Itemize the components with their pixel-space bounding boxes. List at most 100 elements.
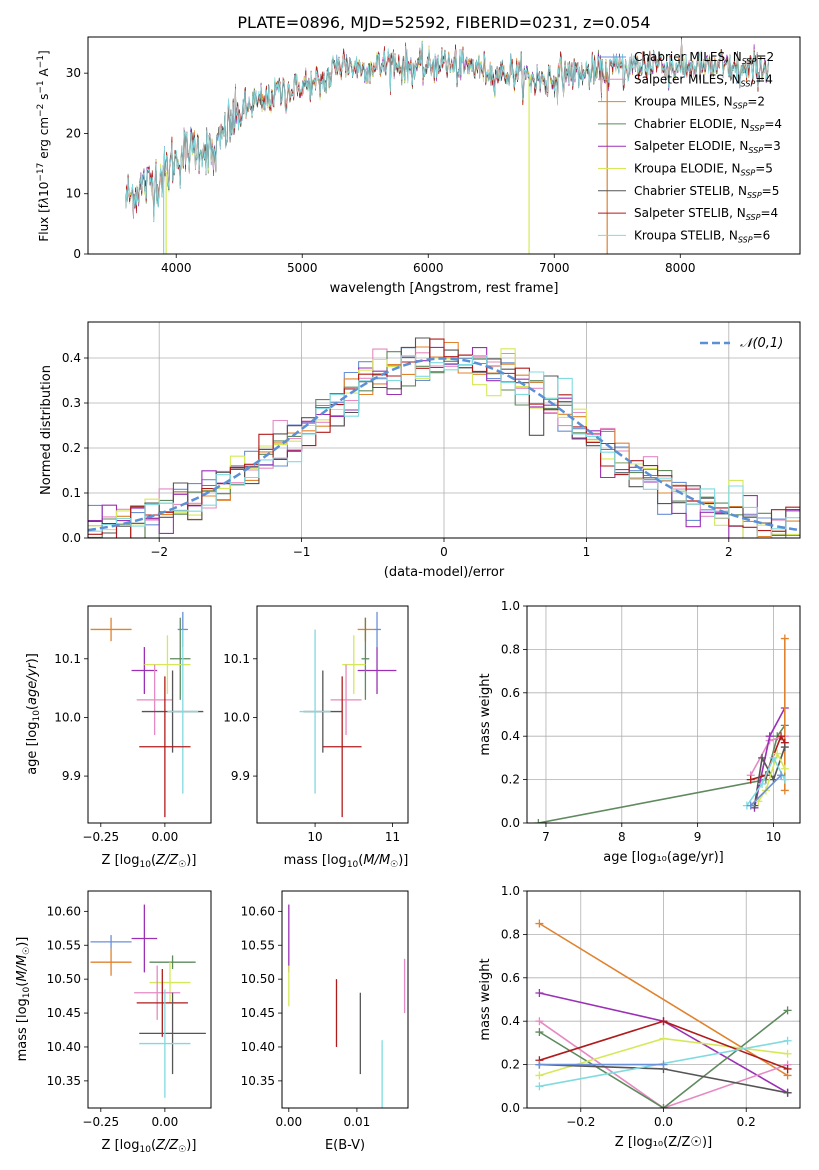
y-tick-label: 10.45 xyxy=(241,1006,275,1020)
x-tick-label: −0.25 xyxy=(82,1115,119,1129)
legend-label-salpeter-miles: Salpeter MILES, NSSP=4 xyxy=(634,72,773,88)
marker-chabrier-stelib xyxy=(783,1088,792,1097)
legend: 𝒩(0,1) xyxy=(700,336,783,351)
y-tick-label: 10.0 xyxy=(54,710,81,724)
marker-chabrier-elodie xyxy=(535,1028,544,1037)
figure-title: PLATE=0896, MJD=52592, FIBERID=0231, z=0… xyxy=(237,13,650,32)
x-tick-label: 0.2 xyxy=(737,1115,756,1129)
x-tick-label: 1 xyxy=(583,545,591,559)
y-tick-label: 10.0 xyxy=(223,710,250,724)
plot-area xyxy=(288,904,406,1108)
x-tick-label: 10 xyxy=(766,830,781,844)
axes-mass-vs-ebv: 0.00 0.01 10.35 10.40 10.45 10.50 10.55 10.60 E(… xyxy=(241,890,409,1153)
marker-salpeter-miles xyxy=(535,1017,544,1026)
marker-kroupa-stelib xyxy=(769,753,778,762)
y-tick-label: 0.2 xyxy=(501,1058,520,1072)
plot-frame xyxy=(526,890,801,1109)
y-tick-label: 10.1 xyxy=(54,652,81,666)
y-tick-label: 0.3 xyxy=(62,396,81,410)
x-tick-label: 5000 xyxy=(287,261,318,275)
marker-kroupa-elodie xyxy=(659,1034,668,1043)
x-tick-label: −0.25 xyxy=(82,830,119,844)
marker-kroupa-stelib xyxy=(535,1082,544,1091)
y-tick-label: 10.1 xyxy=(223,652,250,666)
plot-frame xyxy=(256,605,409,824)
marker-salpeter-stelib xyxy=(659,1017,668,1026)
series-line-salpeter-miles xyxy=(538,1020,788,1108)
x-tick-label: 10 xyxy=(307,830,322,844)
y-tick-label: 0.6 xyxy=(501,686,520,700)
axes-age-vs-Z: −0.25 0.00 9.9 10.0 10.1 Z [log10(Z/Z☉)] age [… xyxy=(25,605,212,870)
marker-kroupa-stelib xyxy=(783,1036,792,1045)
y-tick-label: 10.55 xyxy=(47,938,81,952)
legend-label-kroupa-stelib: Kroupa STELIB, NSSP=6 xyxy=(634,228,770,244)
x-tick-label: 0.00 xyxy=(275,1115,302,1129)
plot-area xyxy=(88,337,800,538)
y-tick-label: 0.4 xyxy=(501,729,520,743)
y-tick-label: 0.4 xyxy=(62,351,81,365)
series-line-chabrier-elodie xyxy=(538,1009,789,1108)
x-axis-label: Z [log10(Z/Z☉)] xyxy=(102,853,197,870)
legend-label-kroupa-miles: Kroupa MILES, NSSP=2 xyxy=(634,95,765,111)
marker-chabrier-miles xyxy=(535,1060,544,1069)
y-tick-label: 10 xyxy=(66,187,81,201)
x-tick-label: 0.00 xyxy=(152,830,179,844)
y-tick-label: 0.0 xyxy=(62,531,81,545)
x-tick-label: 0.01 xyxy=(344,1115,371,1129)
plot-frame xyxy=(281,890,409,1109)
marker-chabrier-elodie xyxy=(659,1104,668,1108)
x-tick-label: −1 xyxy=(293,545,311,559)
y-tick-label: 0.4 xyxy=(501,1014,520,1028)
x-axis-label: wavelength [Angstrom, rest frame] xyxy=(330,281,559,296)
marker-chabrier-stelib xyxy=(758,753,767,762)
axes-weight-vs-Z: −0.2 0.0 0.2 0.0 0.2 0.4 0.6 0.8 1.0 Z [log₁₀(Z/Z… xyxy=(478,884,801,1150)
y-axis-label: age [log10(age/yr)] xyxy=(25,653,42,775)
y-tick-label: 10.50 xyxy=(47,972,81,986)
marker-salpeter-stelib xyxy=(777,732,786,741)
y-tick-label: 0.6 xyxy=(501,971,520,985)
marker-kroupa-stelib xyxy=(780,775,789,784)
y-axis-label: mass weight xyxy=(478,673,493,755)
axes-residuals: −2 −1 0 1 2 0.0 0.1 0.2 0.3 0.4 (data-model)/error… xyxy=(39,321,801,580)
y-axis-label: Normed distribution xyxy=(39,365,54,495)
y-tick-label: 10.40 xyxy=(47,1040,81,1054)
series-line-chabrier-elodie xyxy=(538,724,786,823)
series-line-kroupa-stelib xyxy=(746,756,786,807)
marker-chabrier-miles xyxy=(746,801,755,810)
plot-frame xyxy=(87,890,212,1109)
marker-chabrier-elodie xyxy=(534,819,543,823)
x-axis-label: (data-model)/error xyxy=(384,565,505,580)
y-tick-label: 0.1 xyxy=(62,486,81,500)
y-tick-label: 0.8 xyxy=(501,642,520,656)
series-line-kroupa-elodie xyxy=(757,751,786,802)
x-tick-label: 4000 xyxy=(161,261,192,275)
y-axis-label: mass weight xyxy=(478,958,493,1040)
histogram-salpeter-stelib xyxy=(88,338,800,538)
x-tick-label: 0 xyxy=(440,545,448,559)
axes-age-vs-mass: 10 11 9.9 10.0 10.1 mass [log10(M/M☉)] xyxy=(223,605,409,870)
y-tick-label: 10.35 xyxy=(241,1074,275,1088)
x-axis-label: age [log₁₀(age/yr)] xyxy=(603,850,724,865)
legend-label-chabrier-stelib: Chabrier STELIB, NSSP=5 xyxy=(634,184,779,200)
x-tick-label: 9 xyxy=(694,830,702,844)
marker-kroupa-stelib xyxy=(758,779,767,788)
y-tick-label: 20 xyxy=(66,126,81,140)
y-tick-label: 1.0 xyxy=(501,599,520,613)
y-tick-label: 0.2 xyxy=(62,441,81,455)
y-tick-label: 10.35 xyxy=(47,1074,81,1088)
x-axis-label: Z [log₁₀(Z/Z☉)] xyxy=(615,1135,712,1150)
marker-salpeter-stelib xyxy=(746,775,755,784)
legend-label-salpeter-stelib: Salpeter STELIB, NSSP=4 xyxy=(634,206,778,222)
legend-label-salpeter-elodie: Salpeter ELODIE, NSSP=3 xyxy=(634,139,781,155)
plot-frame xyxy=(87,605,212,824)
y-tick-label: 0.8 xyxy=(501,927,520,941)
legend-label-normal: 𝒩(0,1) xyxy=(740,336,783,351)
series-line-chabrier-miles xyxy=(750,774,782,807)
series-line-chabrier-stelib xyxy=(753,746,786,806)
x-tick-label: 7 xyxy=(542,830,550,844)
x-tick-label: 0.0 xyxy=(654,1115,673,1129)
plot-area xyxy=(90,904,206,1098)
normal-curve xyxy=(88,357,800,532)
plot-area xyxy=(299,611,397,818)
